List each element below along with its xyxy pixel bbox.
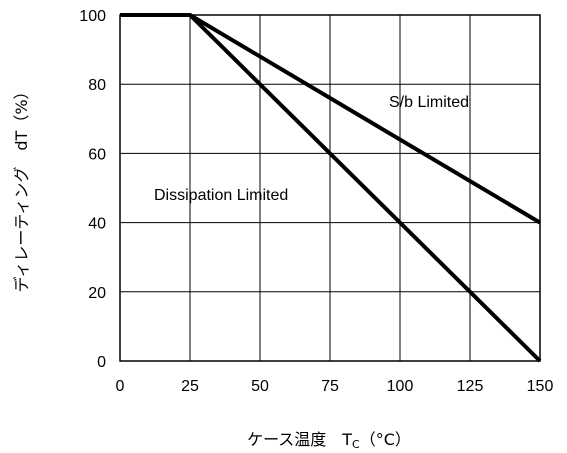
x-axis-label-subscript: C [352, 438, 360, 451]
x-tick-labels: 0 25 50 75 100 125 150 [116, 378, 554, 395]
x-tick-label: 150 [527, 378, 554, 395]
x-tick-label: 25 [181, 378, 199, 395]
x-tick-label: 50 [251, 378, 269, 395]
x-tick-label: 75 [321, 378, 339, 395]
series-lines [120, 13, 542, 363]
x-axis-label-main: ケース温度 T [247, 430, 352, 449]
x-tick-label: 0 [116, 378, 125, 395]
series-label-dissipation-limited: Dissipation Limited [154, 187, 288, 204]
y-tick-label: 100 [79, 8, 106, 25]
x-axis-label: ケース温度 TC（°C） [247, 430, 411, 451]
y-tick-labels: 0 20 40 60 80 100 [79, 8, 106, 371]
y-tick-label: 60 [88, 146, 106, 163]
y-tick-label: 0 [97, 354, 106, 371]
series-line-dissipation-limited [120, 13, 542, 363]
y-tick-label: 80 [88, 77, 106, 94]
y-tick-label: 20 [88, 285, 106, 302]
x-axis-label-unit: （°C） [360, 430, 411, 449]
y-tick-label: 40 [88, 216, 106, 233]
plot-frame [119, 14, 541, 362]
x-tick-label: 100 [387, 378, 414, 395]
y-axis-label: ディレーティング dT（%） [12, 83, 31, 292]
series-label-sb-limited: S/b Limited [389, 94, 469, 111]
grid-lines [120, 15, 540, 361]
x-tick-label: 125 [457, 378, 484, 395]
